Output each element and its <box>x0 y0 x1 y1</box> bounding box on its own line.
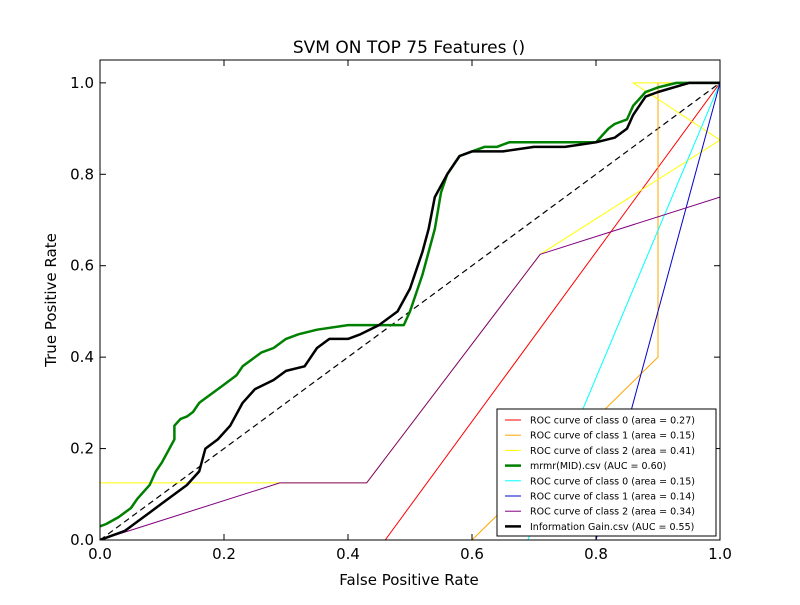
chart-title: SVM ON TOP 75 Features () <box>293 38 525 58</box>
legend-label: Information Gain.csv (AUC = 0.55) <box>530 522 694 533</box>
legend: ROC curve of class 0 (area = 0.27) ROC cu… <box>496 408 717 537</box>
plot-area <box>100 81 720 540</box>
x-tick-label: 0.4 <box>336 545 360 563</box>
series-line-7 <box>100 81 720 540</box>
x-tick-label: 1.0 <box>708 545 732 563</box>
y-tick-label: 0.0 <box>70 531 94 549</box>
plot-frame <box>99 59 721 541</box>
series-line-0 <box>100 82 720 540</box>
x-tick-label: 0.6 <box>460 545 484 563</box>
x-tick-label: 0.8 <box>584 545 608 563</box>
legend-box <box>496 408 717 537</box>
legend-label: ROC curve of class 1 (area = 0.15) <box>530 431 695 442</box>
legend-label: ROC curve of class 0 (area = 0.15) <box>530 476 695 487</box>
y-axis-label: True Positive Rate <box>42 233 60 368</box>
legend-label: ROC curve of class 2 (area = 0.34) <box>530 507 695 518</box>
y-tick-label: 0.6 <box>70 257 94 275</box>
series-line-4 <box>100 82 720 540</box>
y-tick-label: 0.4 <box>70 348 94 366</box>
y-tick-label: 0.8 <box>70 165 94 183</box>
y-tick-label: 1.0 <box>70 74 94 92</box>
x-axis-label: False Positive Rate <box>339 571 478 589</box>
x-tick-label: 0.0 <box>88 545 112 563</box>
y-tick-label: 0.2 <box>70 440 94 458</box>
legend-label: mrmr(MID).csv (AUC = 0.60) <box>530 461 666 472</box>
series-line-6 <box>100 196 720 540</box>
legend-label: ROC curve of class 2 (area = 0.41) <box>530 446 695 457</box>
legend-label: ROC curve of class 0 (area = 0.27) <box>530 416 695 427</box>
x-tick-label: 0.2 <box>212 545 236 563</box>
axes: 0.0 0.2 0.4 0.6 0.8 1.0 0.0 0.2 0.4 0.6 0.8 1.0 <box>70 59 732 563</box>
legend-label: ROC curve of class 1 (area = 0.14) <box>530 492 695 503</box>
series-line-5 <box>100 82 720 540</box>
